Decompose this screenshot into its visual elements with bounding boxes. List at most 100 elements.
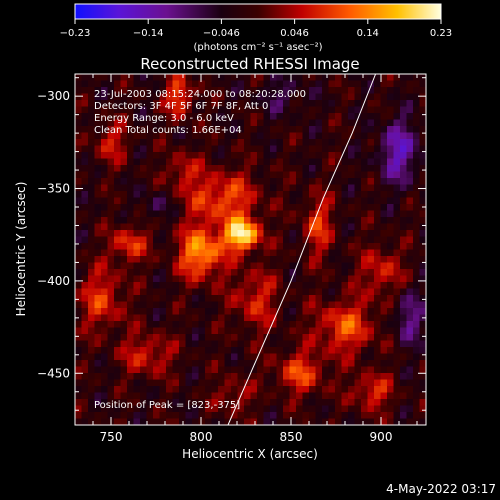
heatmap-cell <box>302 80 310 88</box>
heatmap-cell <box>341 210 349 218</box>
heatmap-cell <box>296 217 304 225</box>
heatmap-cell <box>172 366 180 374</box>
heatmap-cell <box>75 100 83 108</box>
heatmap-cell <box>387 295 395 303</box>
heatmap-cell <box>101 418 109 425</box>
heatmap-cell <box>81 373 89 381</box>
heatmap-cell <box>289 139 297 147</box>
heatmap-cell <box>179 262 187 270</box>
heatmap-cell <box>380 217 388 225</box>
heatmap-cell <box>231 210 239 218</box>
heatmap-cell <box>419 210 426 218</box>
peak-position-label: Position of Peak = [823,-375] <box>94 400 240 411</box>
heatmap-cell <box>81 405 89 413</box>
heatmap-cell <box>244 80 252 88</box>
heatmap-cell <box>302 399 310 407</box>
heatmap-cell <box>81 340 89 348</box>
heatmap-cell <box>257 230 265 238</box>
heatmap-cell <box>348 197 356 205</box>
heatmap-cell <box>133 132 141 140</box>
heatmap-cell <box>211 204 219 212</box>
heatmap-cell <box>413 360 421 368</box>
heatmap-cell <box>354 353 362 361</box>
heatmap-cell <box>361 373 369 381</box>
heatmap-cell <box>406 360 414 368</box>
heatmap-cell <box>387 184 395 192</box>
heatmap-cell <box>348 379 356 387</box>
heatmap-cell <box>276 184 284 192</box>
heatmap-cell <box>101 165 109 173</box>
heatmap-cell <box>315 210 323 218</box>
heatmap-cell <box>296 126 304 134</box>
heatmap-cell <box>400 262 408 270</box>
heatmap-cell <box>400 340 408 348</box>
heatmap-cell <box>179 269 187 277</box>
heatmap-cell <box>315 262 323 270</box>
heatmap-cell <box>127 74 135 82</box>
heatmap-cell <box>120 256 128 264</box>
heatmap-cell <box>315 139 323 147</box>
heatmap-cell <box>198 353 206 361</box>
heatmap-cell <box>205 210 213 218</box>
heatmap-cell <box>302 321 310 329</box>
heatmap-cell <box>263 308 271 316</box>
heatmap-cell <box>361 80 369 88</box>
heatmap-cell <box>211 119 219 127</box>
heatmap-cell <box>270 223 278 231</box>
heatmap-cell <box>133 217 141 225</box>
heatmap-cell <box>263 197 271 205</box>
heatmap-cell <box>380 392 388 400</box>
heatmap-cell <box>172 100 180 108</box>
heatmap-cell <box>250 282 258 290</box>
heatmap-cell <box>302 74 310 82</box>
heatmap-cell <box>393 314 401 322</box>
heatmap-cell <box>289 418 297 425</box>
heatmap-cell <box>276 113 284 121</box>
heatmap-cell <box>361 178 369 186</box>
heatmap-cell <box>198 275 206 283</box>
heatmap-cell <box>413 379 421 387</box>
heatmap-cell <box>179 100 187 108</box>
heatmap-cell <box>237 210 245 218</box>
heatmap-cell <box>114 249 122 257</box>
heatmap-cell <box>328 353 336 361</box>
heatmap-cell <box>374 204 382 212</box>
heatmap-cell <box>185 399 193 407</box>
heatmap-cell <box>205 275 213 283</box>
heatmap-cell <box>237 327 245 335</box>
heatmap-cell <box>237 412 245 420</box>
heatmap-cell <box>179 80 187 88</box>
heatmap-cell <box>257 191 265 199</box>
heatmap-cell <box>328 171 336 179</box>
heatmap-cell <box>400 256 408 264</box>
heatmap-cell <box>322 87 330 95</box>
heatmap-cell <box>250 197 258 205</box>
heatmap-cell <box>270 191 278 199</box>
heatmap-cell <box>146 399 154 407</box>
heatmap-cell <box>198 126 206 134</box>
heatmap-cell <box>361 308 369 316</box>
heatmap-cell <box>315 126 323 134</box>
heatmap-cell <box>153 223 161 231</box>
heatmap-cell <box>146 80 154 88</box>
heatmap-cell <box>406 106 414 114</box>
heatmap-cell <box>250 321 258 329</box>
heatmap-cell <box>400 113 408 121</box>
heatmap-cell <box>153 295 161 303</box>
heatmap-cell <box>257 184 265 192</box>
heatmap-cell <box>120 275 128 283</box>
heatmap-cell <box>289 275 297 283</box>
heatmap-cell <box>81 301 89 309</box>
heatmap-cell <box>198 360 206 368</box>
heatmap-cell <box>335 158 343 166</box>
heatmap-cell <box>354 334 362 342</box>
heatmap-cell <box>101 178 109 186</box>
heatmap-cell <box>198 373 206 381</box>
heatmap-cell <box>309 373 317 381</box>
heatmap-cell <box>419 386 426 394</box>
heatmap-cell <box>101 386 109 394</box>
heatmap-cell <box>218 288 226 296</box>
heatmap-cell <box>133 204 141 212</box>
heatmap-cell <box>419 204 426 212</box>
heatmap-cell <box>387 100 395 108</box>
